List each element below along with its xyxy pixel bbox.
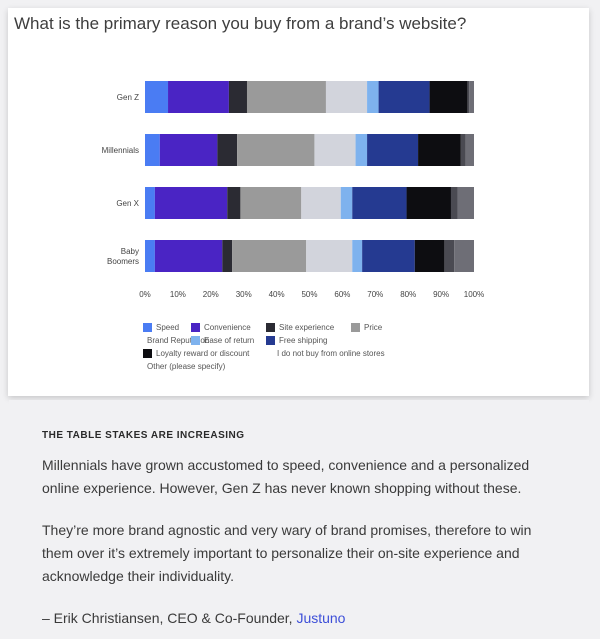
bar-millennials-other-please-specify [465,134,474,166]
x-tick-label: 80% [400,290,416,299]
x-tick-label: 100% [464,290,484,299]
legend-swatch [143,349,152,358]
legend-item-loyalty-reward-or-discount: Loyalty reward or discount [143,349,273,358]
bar-baby-boomers-loyalty-reward-or-discount [414,240,445,272]
legend-swatch [191,323,200,332]
bar-millennials-convenience [159,134,218,166]
bar-gen-z-other-please-specify [469,81,474,113]
bar-millennials-site-experience [217,134,238,166]
bar-gen-z-brand-reputation [325,81,368,113]
bar-gen-x-ease-of-return [340,187,353,219]
company-link[interactable]: Justuno [296,610,346,626]
bar-millennials-speed [145,134,160,166]
legend-swatch [266,323,275,332]
legend-item-free-shipping: Free shipping [266,336,351,345]
bar-millennials-i-do-not-buy-from-online-stores [460,134,466,166]
bar-gen-z-convenience [168,81,229,113]
x-tick-label: 30% [236,290,252,299]
bar-gen-z-free-shipping [378,81,430,113]
category-label-gen-z: Gen Z [117,93,139,102]
legend-item-i-do-not-buy-from-online-stores: I do not buy from online stores [273,349,385,358]
legend-label: Brand Reputation [147,336,210,345]
legend-item-price: Price [351,323,401,332]
bar-baby-boomers-speed [145,240,155,272]
bar-baby-boomers-free-shipping [362,240,415,272]
x-tick-label: 10% [170,290,186,299]
bar-millennials-free-shipping [367,134,419,166]
bar-gen-z-ease-of-return [367,81,379,113]
legend-label: Ease of return [204,336,255,345]
legend-swatch [351,323,360,332]
bar-millennials-loyalty-reward-or-discount [418,134,461,166]
legend-item-brand-reputation: Brand Reputation [143,336,209,345]
bar-baby-boomers-convenience [154,240,223,272]
legend-label: Site experience [279,323,335,332]
x-tick-label: 50% [301,290,317,299]
legend-swatch [266,336,275,345]
x-tick-label: 40% [269,290,285,299]
legend-item-site-experience: Site experience [266,323,351,332]
stacked-bar-chart: Gen Z Millennials Gen X Baby Boomers 0% 10% 20%… [102,81,484,299]
legend-label: Convenience [204,323,251,332]
category-label-gen-x: Gen X [116,199,139,208]
bar-baby-boomers-price [232,240,307,272]
bar-gen-x-convenience [154,187,228,219]
bar-baby-boomers-brand-reputation [306,240,353,272]
bar-gen-z-loyalty-reward-or-discount [429,81,468,113]
chart-title: What is the primary reason you buy from … [14,14,467,33]
bar-gen-x-brand-reputation [301,187,341,219]
bar-gen-x-i-do-not-buy-from-online-stores [450,187,458,219]
bar-gen-x-loyalty-reward-or-discount [406,187,451,219]
legend-label: Price [364,323,383,332]
bar-gen-z-price [246,81,326,113]
quote-attribution: – Erik Christiansen, CEO & Co-Founder, J… [42,610,345,626]
category-label-millennials: Millennials [102,146,139,155]
quote-box: THE TABLE STAKES ARE INCREASING Millenni… [9,400,589,639]
bar-baby-boomers-other-please-specify [454,240,474,272]
attribution-text: – Erik Christiansen, CEO & Co-Founder, [42,610,297,626]
legend-label: Free shipping [279,336,328,345]
category-label-baby-boomers: Baby Boomers [107,247,139,266]
legend-item-convenience: Convenience [191,323,266,332]
x-tick-label: 70% [367,290,383,299]
x-tick-label: 90% [433,290,449,299]
legend-label: Loyalty reward or discount [156,349,250,358]
bar-gen-z-site-experience [228,81,247,113]
quote-heading: THE TABLE STAKES ARE INCREASING [42,430,245,441]
bar-gen-x-other-please-specify [457,187,474,219]
legend-swatch [143,323,152,332]
bar-baby-boomers-ease-of-return [352,240,363,272]
quote-paragraph-2: They’re more brand agnostic and very war… [42,522,532,584]
x-tick-label: 60% [334,290,350,299]
bar-millennials-ease-of-return [355,134,368,166]
bar-gen-x-site-experience [227,187,241,219]
legend-item-speed: Speed [143,323,191,332]
quote-paragraph-1: Millennials have grown accustomed to spe… [42,457,530,496]
legend-item-ease-of-return: Ease of return [191,336,266,345]
bar-gen-x-price [240,187,302,219]
x-tick-label: 0% [139,290,151,299]
chart-card: What is the primary reason you buy from … [8,8,589,396]
bar-baby-boomers-i-do-not-buy-from-online-stores [444,240,455,272]
legend-swatch [191,336,200,345]
legend-label: Speed [156,323,180,332]
bar-gen-x-speed [145,187,155,219]
bar-gen-x-free-shipping [352,187,407,219]
bar-millennials-brand-reputation [314,134,356,166]
legend-label: I do not buy from online stores [277,349,385,358]
bar-millennials-price [237,134,315,166]
legend-item-other-please-specify: Other (please specify) [143,362,225,371]
bar-gen-z-i-do-not-buy-from-online-stores [467,81,470,113]
x-tick-label: 20% [203,290,219,299]
chart-legend: Speed Convenience Site experience Price Bran… [143,321,443,373]
bar-gen-z-speed [145,81,169,113]
bar-baby-boomers-site-experience [222,240,233,272]
legend-label: Other (please specify) [147,362,226,371]
